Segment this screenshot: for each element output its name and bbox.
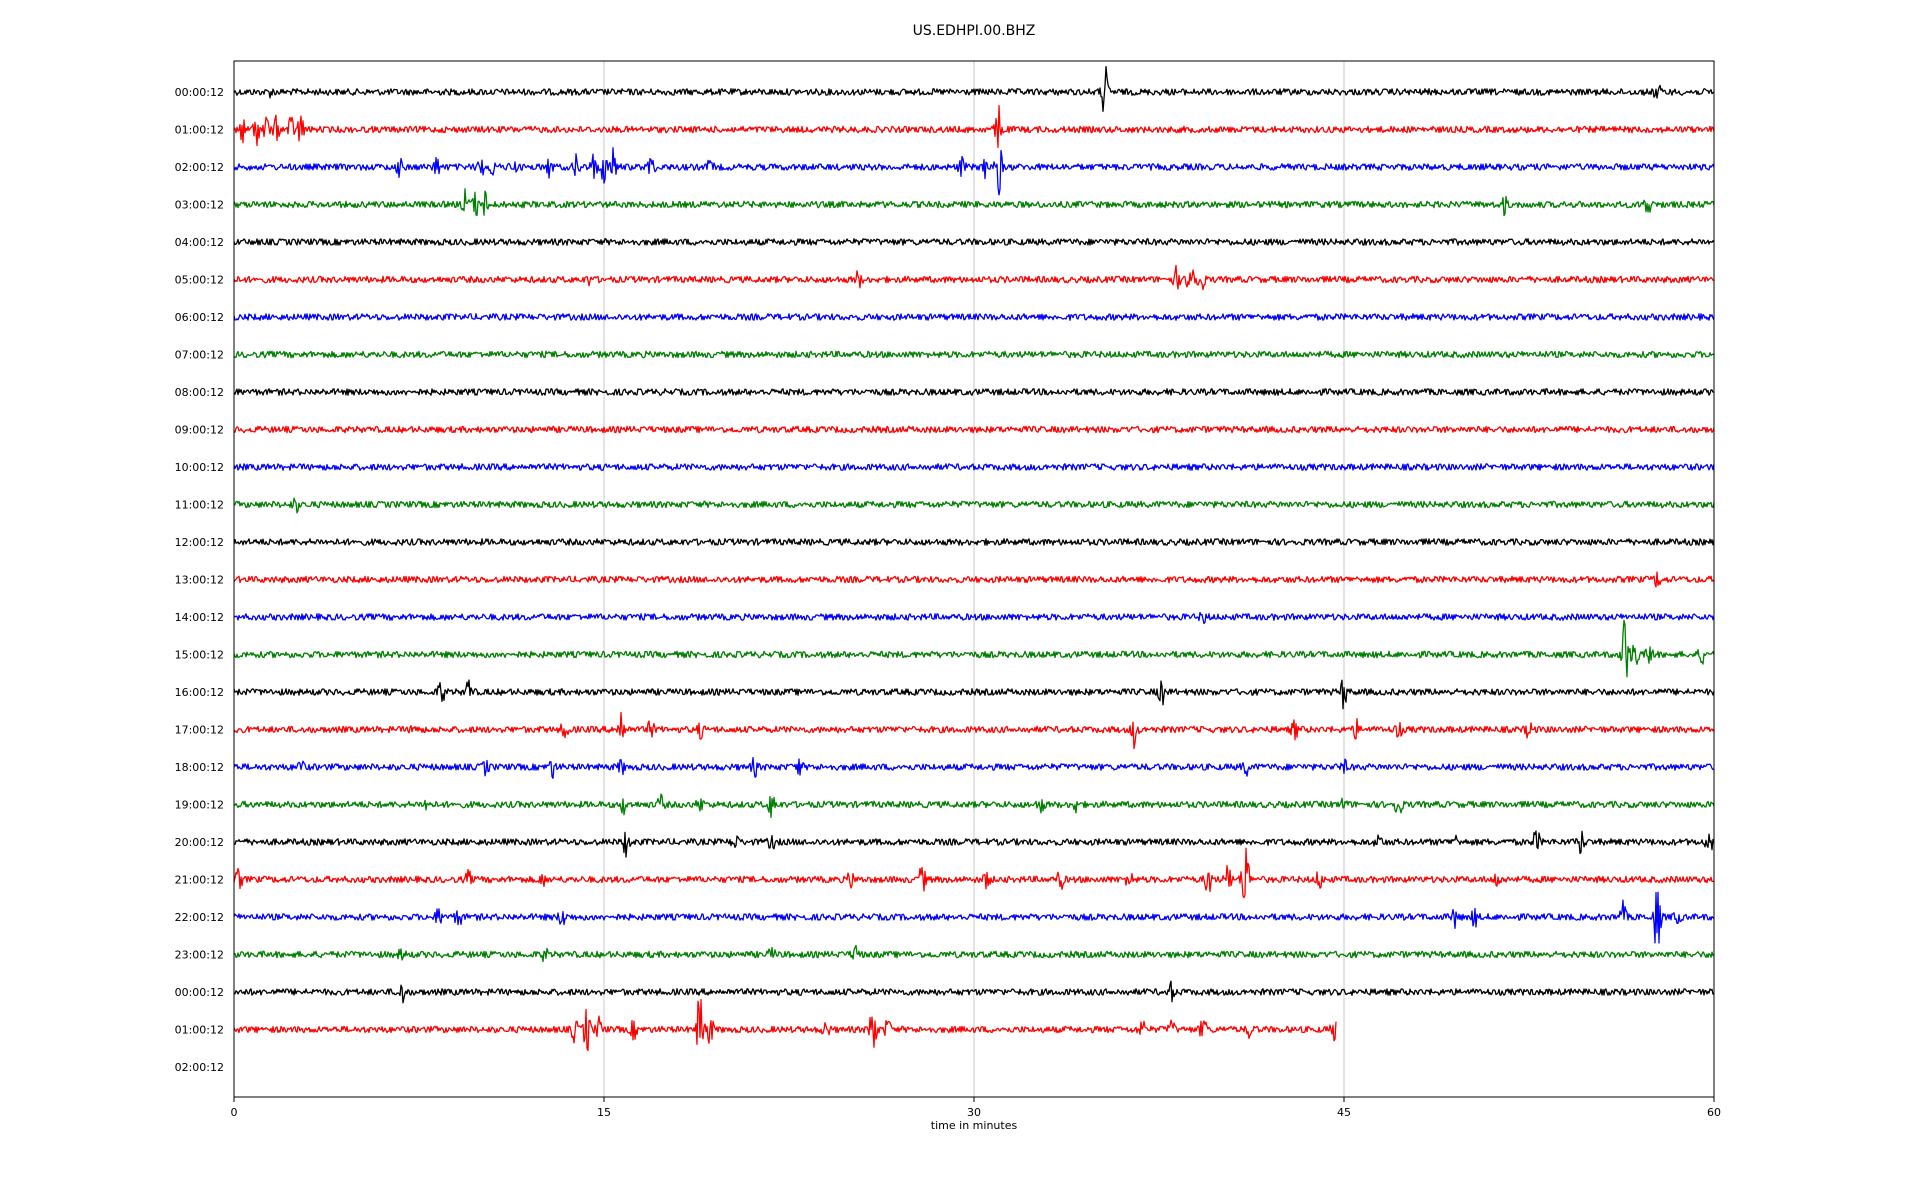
traces [233, 65, 1715, 1052]
row-time-label: 07:00:12 [175, 349, 224, 362]
trace-line [233, 793, 1715, 819]
trace-line [233, 571, 1715, 588]
trace-line [233, 998, 1337, 1052]
row-time-label: 19:00:12 [175, 799, 224, 812]
row-time-label: 21:00:12 [175, 874, 224, 887]
trace-line [233, 313, 1715, 321]
trace-line [233, 538, 1715, 546]
x-tick-label: 15 [597, 1106, 611, 1119]
trace-line [233, 497, 1715, 514]
trace-line [233, 891, 1715, 944]
row-time-label: 06:00:12 [175, 311, 224, 324]
row-time-label: 20:00:12 [175, 836, 224, 849]
x-tick-label: 60 [1707, 1106, 1721, 1119]
row-time-label: 00:00:12 [175, 986, 224, 999]
row-time-label: 18:00:12 [175, 761, 224, 774]
trace-line [233, 756, 1715, 779]
row-time-label: 10:00:12 [175, 461, 224, 474]
row-time-label: 17:00:12 [175, 724, 224, 737]
trace-line [233, 105, 1715, 149]
row-time-label: 01:00:12 [175, 124, 224, 137]
row-time-label: 00:00:12 [175, 86, 224, 99]
x-tick-label: 45 [1337, 1106, 1351, 1119]
row-time-label: 02:00:12 [175, 1061, 224, 1074]
row-time-label: 16:00:12 [175, 686, 224, 699]
chart-title: US.EDHPI.00.BHZ [913, 23, 1036, 39]
row-time-label: 11:00:12 [175, 499, 224, 512]
trace-line [233, 619, 1715, 678]
trace-line [233, 147, 1715, 196]
trace-line [233, 350, 1715, 359]
row-time-label: 03:00:12 [175, 199, 224, 212]
trace-line [233, 611, 1715, 625]
row-time-label: 08:00:12 [175, 386, 224, 399]
trace-line [233, 264, 1715, 291]
row-time-label: 05:00:12 [175, 274, 224, 287]
row-time-label: 12:00:12 [175, 536, 224, 549]
x-axis-label: time in minutes [931, 1119, 1018, 1132]
row-time-label: 13:00:12 [175, 574, 224, 587]
trace-line [233, 388, 1715, 396]
trace-line [233, 463, 1715, 471]
row-time-label: 15:00:12 [175, 649, 224, 662]
row-time-label: 14:00:12 [175, 611, 224, 624]
row-time-label: 22:00:12 [175, 911, 224, 924]
row-time-label: 02:00:12 [175, 161, 224, 174]
trace-line [233, 425, 1715, 434]
x-tick-label: 30 [967, 1106, 981, 1119]
row-time-label: 23:00:12 [175, 949, 224, 962]
trace-line [233, 944, 1715, 963]
trace-line [233, 65, 1715, 112]
trace-line [233, 847, 1715, 899]
row-time-label: 04:00:12 [175, 236, 224, 249]
trace-line [233, 679, 1715, 710]
x-tick-label: 0 [231, 1106, 238, 1119]
trace-line [233, 711, 1715, 750]
trace-line [233, 188, 1715, 217]
row-time-label: 01:00:12 [175, 1024, 224, 1037]
trace-line [233, 830, 1715, 858]
row-labels: 00:00:12 01:00:12 02:00:12 03:00:12 04:00:12… [175, 86, 224, 1074]
row-time-label: 09:00:12 [175, 424, 224, 437]
x-axis-ticks: 0 15 30 45 60 [231, 1097, 1721, 1119]
trace-line [233, 980, 1715, 1004]
trace-line [233, 238, 1715, 246]
